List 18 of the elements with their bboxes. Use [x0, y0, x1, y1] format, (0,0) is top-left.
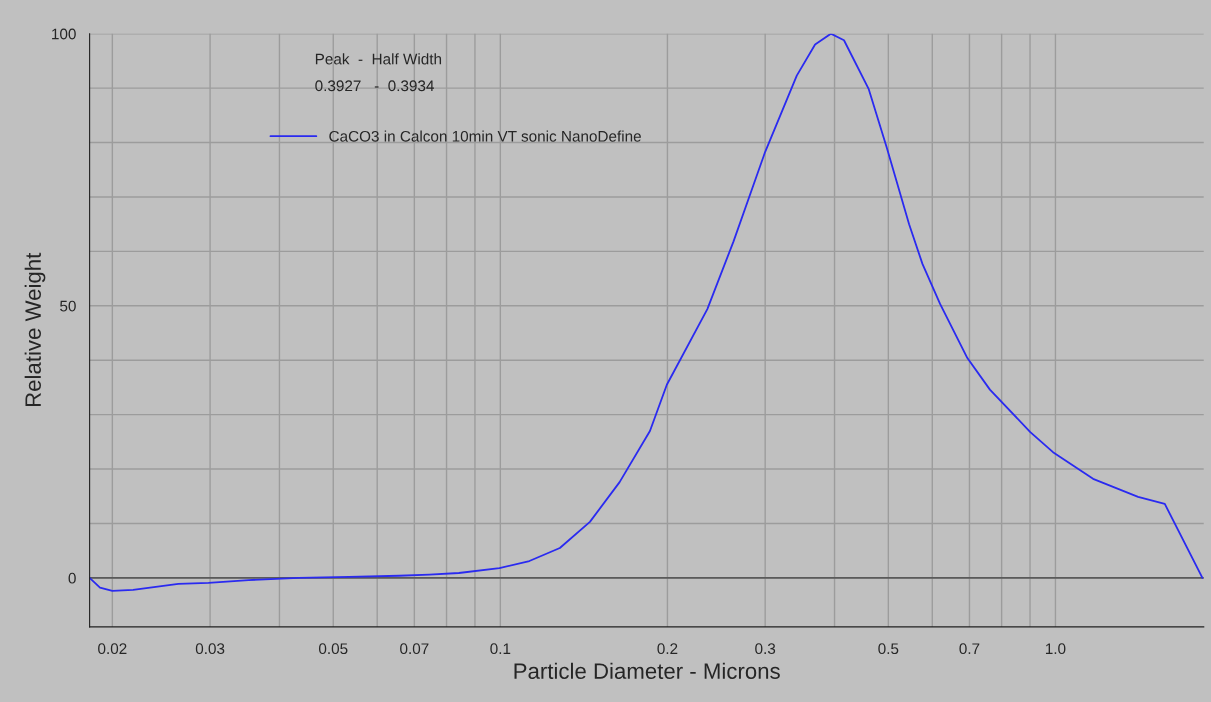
y-tick-label: 100	[52, 28, 76, 40]
x-tick-label: 0.5	[878, 643, 899, 655]
legend-label: CaCO3 in Calcon 10min VT sonic NanoDefine	[329, 130, 641, 142]
annotation: Peak - Half Width	[315, 53, 442, 65]
x-tick-label: 0.1	[490, 643, 511, 655]
x-tick-label: 0.02	[98, 643, 127, 655]
x-tick-label: 1.0	[1045, 643, 1066, 655]
x-tick-label: 0.7	[959, 643, 980, 655]
x-tick-label: 0.07	[400, 643, 429, 655]
x-tick-label: 0.03	[195, 643, 225, 655]
y-axis-title: Relative Weight	[24, 252, 46, 407]
y-tick-label: 50	[60, 300, 76, 312]
x-tick-label: 0.05	[318, 643, 348, 655]
x-axis-title: Particle Diameter - Microns	[514, 662, 780, 679]
y-tick-label: 0	[68, 572, 76, 584]
annotation: 0.3927 - 0.3934	[315, 80, 434, 92]
x-tick-label: 0.3	[755, 643, 776, 655]
x-tick-label: 0.2	[657, 643, 678, 655]
